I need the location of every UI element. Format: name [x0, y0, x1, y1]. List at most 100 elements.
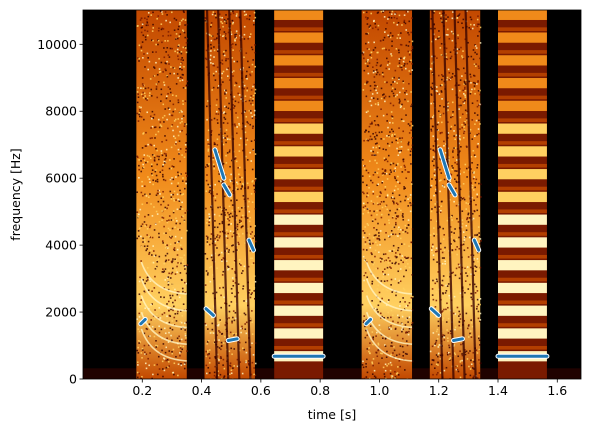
- texture-speck: [178, 51, 181, 53]
- texture-speck: [376, 213, 378, 216]
- texture-speck: [463, 319, 465, 322]
- texture-speck: [468, 26, 471, 29]
- texture-speck: [180, 345, 182, 348]
- texture-speck: [372, 364, 374, 367]
- texture-speck: [452, 167, 454, 169]
- texture-speck: [245, 137, 248, 140]
- texture-speck: [392, 81, 394, 83]
- texture-speck: [223, 335, 226, 338]
- texture-speck: [155, 344, 157, 347]
- texture-speck: [463, 239, 466, 241]
- texture-speck: [205, 49, 208, 52]
- texture-speck: [184, 143, 187, 146]
- texture-speck: [391, 192, 394, 195]
- harmonic-halo: [274, 27, 324, 31]
- texture-speck: [217, 321, 219, 324]
- texture-speck: [158, 68, 161, 70]
- texture-speck: [391, 216, 394, 219]
- texture-speck: [451, 165, 453, 167]
- texture-speck: [379, 294, 381, 297]
- texture-speck: [166, 252, 169, 255]
- texture-speck: [472, 189, 475, 191]
- texture-speck: [397, 162, 399, 165]
- texture-speck: [221, 72, 223, 75]
- texture-speck: [408, 70, 411, 72]
- texture-speck: [390, 197, 393, 199]
- texture-speck: [385, 259, 388, 262]
- texture-speck: [447, 105, 449, 108]
- texture-speck: [163, 81, 165, 84]
- texture-speck: [171, 177, 173, 179]
- texture-speck: [181, 111, 183, 113]
- texture-speck: [227, 289, 230, 291]
- texture-speck: [219, 319, 221, 321]
- sweep-line: [228, 10, 241, 379]
- texture-speck: [172, 348, 175, 351]
- texture-speck: [388, 235, 391, 238]
- texture-speck: [226, 75, 229, 78]
- texture-speck: [224, 118, 227, 120]
- sound-segment-harmonic: [274, 10, 324, 379]
- texture-speck: [205, 179, 208, 182]
- texture-speck: [205, 190, 208, 192]
- texture-speck: [463, 249, 466, 252]
- texture-speck: [147, 214, 150, 216]
- texture-speck: [159, 308, 162, 310]
- texture-speck: [240, 297, 243, 300]
- texture-speck: [409, 154, 412, 156]
- texture-speck: [228, 249, 230, 251]
- texture-speck: [211, 328, 214, 331]
- texture-speck: [181, 77, 184, 79]
- texture-speck: [147, 24, 149, 27]
- texture-speck: [228, 267, 230, 270]
- texture-speck: [459, 97, 462, 100]
- texture-speck: [394, 177, 396, 180]
- texture-speck: [174, 299, 176, 302]
- texture-speck: [211, 89, 213, 91]
- texture-speck: [153, 113, 156, 116]
- texture-speck: [230, 287, 233, 290]
- texture-speck: [382, 337, 384, 340]
- texture-speck: [243, 84, 246, 87]
- texture-speck: [238, 221, 241, 224]
- texture-speck: [450, 55, 453, 58]
- texture-speck: [153, 67, 156, 69]
- texture-speck: [408, 132, 411, 134]
- texture-speck: [163, 232, 165, 235]
- texture-speck: [249, 304, 251, 307]
- texture-speck: [376, 58, 379, 61]
- texture-speck: [180, 338, 183, 341]
- texture-speck: [138, 57, 141, 60]
- texture-speck: [396, 138, 398, 140]
- texture-speck: [232, 21, 235, 24]
- texture-speck: [445, 14, 447, 16]
- texture-speck: [382, 75, 385, 78]
- texture-speck: [471, 162, 473, 164]
- texture-speck: [146, 234, 149, 236]
- texture-speck: [395, 164, 398, 166]
- texture-speck: [396, 17, 398, 20]
- texture-speck: [402, 160, 405, 163]
- texture-speck: [217, 254, 220, 257]
- texture-speck: [142, 87, 145, 90]
- texture-speck: [475, 47, 478, 49]
- texture-speck: [390, 17, 393, 19]
- texture-speck: [230, 31, 232, 33]
- texture-speck: [371, 93, 374, 95]
- texture-speck: [233, 84, 236, 87]
- texture-speck: [406, 331, 409, 334]
- texture-speck: [137, 346, 139, 349]
- texture-speck: [204, 284, 207, 286]
- harmonic-halo: [274, 118, 324, 122]
- texture-speck: [364, 241, 367, 243]
- texture-speck: [209, 218, 212, 221]
- texture-speck: [219, 16, 221, 19]
- texture-speck: [386, 160, 389, 163]
- texture-speck: [227, 265, 229, 268]
- texture-speck: [151, 30, 154, 32]
- texture-speck: [398, 62, 401, 64]
- texture-speck: [394, 377, 396, 379]
- texture-speck: [214, 196, 217, 199]
- texture-speck: [374, 171, 376, 174]
- texture-speck: [391, 40, 393, 43]
